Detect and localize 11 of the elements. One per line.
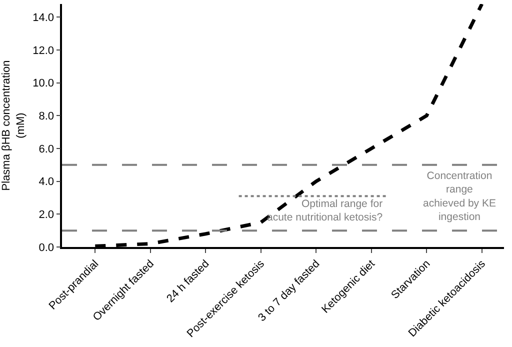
y-tick-label: 12.0 [32,44,54,57]
y-tick-label: 6.0 [38,143,54,156]
y-tick-label: 4.0 [38,176,54,188]
y-tick-label: 0.0 [38,242,54,254]
y-tick-label: 14.0 [32,12,54,24]
y-axis-title: Plasma βHB concentration (mM) [0,60,27,191]
y-tick-label: 2.0 [38,209,54,222]
annotation: Concentration range achieved by KE ingestion [423,170,496,223]
y-tick-label: 8.0 [38,110,54,122]
y-tick-label: 10.0 [32,78,54,90]
ref-line-label: Optimal range for acute nutritional ketosis? [267,198,384,224]
